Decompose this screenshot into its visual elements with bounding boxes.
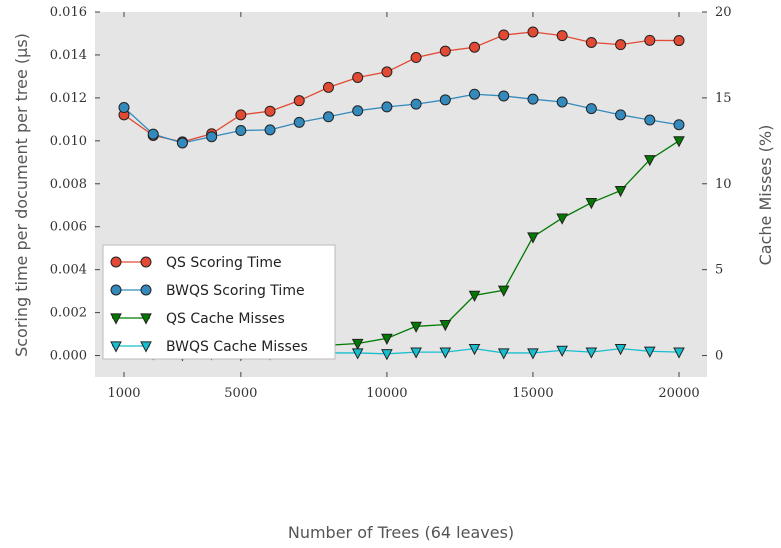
x-tick-label: 1000	[107, 386, 140, 401]
qs-scoring-time-point	[322, 81, 334, 93]
bwqs-scoring-time-point	[498, 90, 510, 102]
qs-scoring-time-point	[498, 29, 510, 41]
bwqs-scoring-time-point	[673, 119, 685, 131]
bwqs-cache-misses-point	[410, 347, 422, 359]
x-tick-label: 10000	[366, 386, 407, 401]
qs-scoring-time-point	[673, 35, 685, 47]
bwqs-scoring-time-point	[615, 109, 627, 121]
y2-tick-label: 20	[715, 5, 732, 20]
qs-cache-misses-point	[410, 321, 422, 333]
bwqs-cache-misses-point	[527, 348, 539, 360]
qs-cache-misses-point	[673, 136, 685, 148]
bwqs-scoring-time-point	[147, 128, 159, 140]
x-axis-label: Number of Trees (64 leaves)	[288, 523, 514, 542]
y-tick-label: 0.010	[50, 134, 87, 149]
bwqs-cache-misses-point	[439, 347, 452, 359]
legend-marker-qs-scoring-time	[140, 256, 152, 268]
qs-scoring-time-point	[410, 52, 422, 64]
legend-label-qs-scoring-time: QS Scoring Time	[166, 255, 282, 271]
bwqs-cache-misses-point	[497, 348, 510, 360]
legend-marker-qs-scoring-time	[110, 256, 122, 268]
bwqs-cache-misses-point	[585, 347, 598, 359]
bwqs-scoring-time-point	[264, 124, 276, 136]
qs-cache-misses-point	[439, 319, 452, 332]
y-tick-label: 0.000	[50, 349, 87, 364]
bwqs-scoring-time-point	[322, 111, 334, 123]
bwqs-scoring-time-point	[352, 105, 364, 117]
bwqs-scoring-time-point	[644, 114, 656, 126]
bwqs-cache-misses-point	[673, 347, 685, 359]
qs-scoring-time-point	[352, 71, 364, 83]
x-tick-label: 5000	[224, 386, 257, 401]
y-tick-label: 0.004	[50, 263, 87, 278]
qs-scoring-time-point	[293, 95, 305, 107]
x-tick-label: 15000	[512, 386, 553, 401]
legend-marker-bwqs-scoring-time	[140, 284, 152, 296]
qs-scoring-time-point	[527, 26, 539, 38]
bwqs-scoring-time-point	[469, 88, 481, 100]
bwqs-scoring-time-point	[585, 103, 597, 115]
legend-marker-bwqs-scoring-time	[110, 284, 122, 296]
qs-cache-misses-point	[497, 285, 510, 297]
bwqs-scoring-time-point	[527, 93, 539, 105]
y-tick-label: 0.002	[50, 306, 87, 321]
bwqs-cache-misses-point	[614, 344, 627, 356]
legend-label-bwqs-cache-misses: BWQS Cache Misses	[166, 339, 308, 355]
qs-cache-misses-point	[468, 290, 481, 302]
y-tick-label: 0.012	[50, 91, 87, 106]
legend: QS Scoring Time BWQS Scoring Time QS Cache…	[102, 244, 336, 360]
y-tick-label: 0.014	[50, 48, 87, 63]
qs-cache-misses-point	[556, 213, 568, 225]
legend-label-bwqs-scoring-time: BWQS Scoring Time	[166, 283, 305, 299]
x-tick-label: 20000	[658, 386, 699, 401]
legend-items: QS Scoring Time BWQS Scoring Time QS Cache…	[110, 255, 308, 355]
bwqs-scoring-time-point	[556, 96, 568, 108]
y2-tick-label: 5	[715, 263, 723, 278]
y-tick-label: 0.016	[50, 5, 87, 20]
qs-cache-misses-point	[643, 155, 656, 167]
qs-cache-misses-point	[527, 232, 539, 244]
bwqs-cache-misses-point	[643, 346, 656, 358]
y2-tick-label: 10	[715, 177, 732, 192]
qs-scoring-time-point	[556, 30, 568, 42]
bwqs-scoring-time-point	[118, 102, 130, 114]
tick-labels: 1000 5000 10000 15000 20000 0.000 0.002 0.004 0.…	[50, 5, 732, 401]
qs-cache-misses-point	[585, 198, 598, 210]
qs-cache-misses-point	[381, 333, 393, 345]
qs-scoring-time-point	[469, 41, 481, 53]
bwqs-cache-misses-point	[556, 345, 568, 357]
legend-marker-bwqs-cache-misses	[140, 341, 152, 353]
bwqs-scoring-time-point	[176, 137, 188, 149]
bwqs-scoring-time-point	[410, 98, 422, 110]
qs-scoring-time-point	[585, 36, 597, 48]
legend-marker-bwqs-cache-misses	[110, 341, 122, 353]
qs-scoring-time-point	[644, 34, 656, 46]
bwqs-scoring-time-point	[206, 131, 218, 143]
y2-tick-label: 0	[715, 349, 723, 364]
legend-label-qs-cache-misses: QS Cache Misses	[166, 311, 285, 327]
bwqs-cache-misses-point	[381, 349, 393, 361]
bwqs-scoring-time-point	[381, 101, 393, 113]
y-axis-label: Scoring time per document per tree (μs)	[12, 33, 31, 357]
qs-scoring-time-point	[381, 66, 393, 78]
y-tick-label: 0.006	[50, 220, 87, 235]
legend-marker-qs-cache-misses	[140, 313, 152, 325]
y2-tick-label: 15	[715, 91, 732, 106]
qs-scoring-time-point	[235, 109, 247, 121]
bwqs-cache-misses-point	[468, 344, 481, 356]
ticks	[95, 11, 707, 377]
qs-scoring-time-point	[615, 39, 627, 51]
qs-scoring-time-point	[264, 105, 276, 117]
bwqs-cache-misses-point	[351, 348, 364, 360]
bwqs-scoring-time-point	[439, 94, 451, 106]
qs-cache-misses-point	[351, 338, 364, 351]
y-tick-label: 0.008	[50, 177, 87, 192]
y2-axis-label: Cache Misses (%)	[756, 125, 775, 266]
qs-cache-misses-point	[614, 186, 627, 198]
qs-scoring-time-point	[439, 45, 451, 57]
bwqs-scoring-time-point	[293, 116, 305, 128]
bwqs-scoring-time-point	[235, 125, 247, 137]
legend-marker-qs-cache-misses	[110, 313, 122, 325]
